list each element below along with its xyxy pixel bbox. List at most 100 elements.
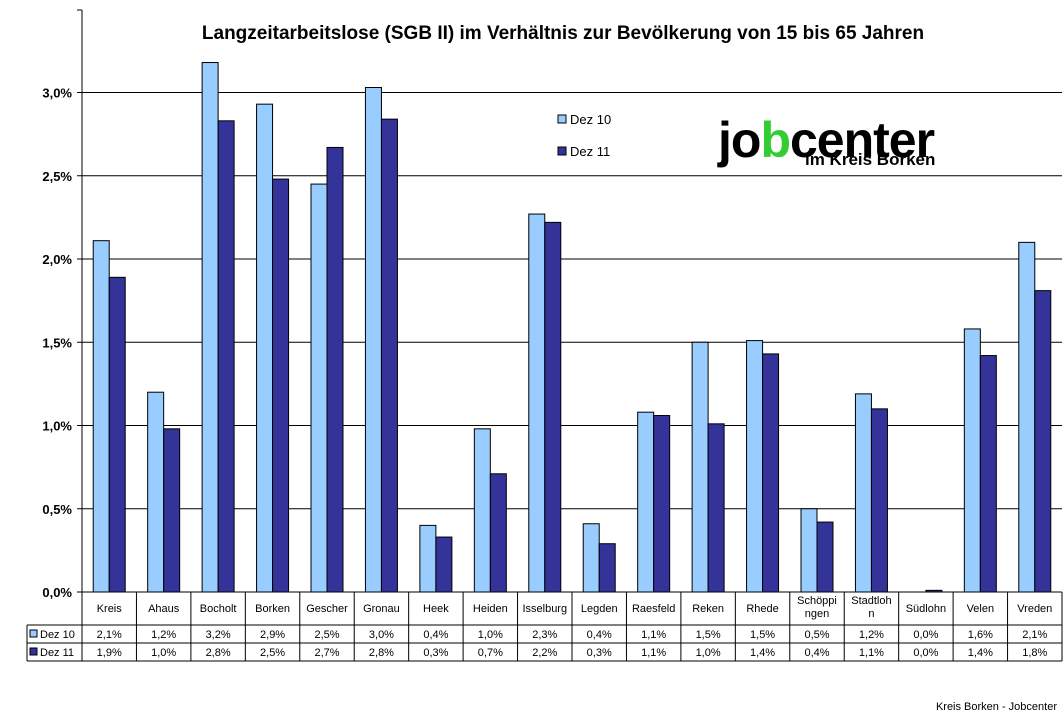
table-cell: 2,7%	[314, 647, 339, 659]
table-cell: 1,8%	[1022, 647, 1047, 659]
table-cell: 2,3%	[532, 629, 557, 641]
category-label: ngen	[805, 608, 829, 620]
bar-dez-11-raesfeld	[653, 415, 671, 593]
category-label: Vreden	[1017, 603, 1052, 615]
category-label: Gescher	[306, 603, 348, 615]
category-label: Südlohn	[906, 603, 946, 615]
table-cell: 0,7%	[478, 647, 503, 659]
table-cell: 1,6%	[968, 629, 993, 641]
table-cell: 1,5%	[696, 629, 721, 641]
category-label: n	[868, 608, 874, 620]
category-label: Borken	[255, 603, 290, 615]
table-series-name: Dez 10	[40, 629, 75, 641]
bars	[92, 62, 1052, 593]
bar-dez-10-kreis	[92, 240, 110, 593]
logo-text-jo: jo	[717, 112, 760, 168]
table-cell: 1,2%	[151, 629, 176, 641]
category-label: Stadtloh	[851, 595, 891, 607]
table-cell: 0,3%	[423, 647, 448, 659]
category-label: Raesfeld	[632, 603, 675, 615]
bar-dez-11-isselburg	[544, 221, 562, 593]
table-cell: 1,4%	[750, 647, 775, 659]
bar-dez-11-legden	[598, 543, 616, 593]
table-cell: 2,5%	[260, 647, 285, 659]
bar-dez-10-gescher	[310, 183, 328, 593]
bar-dez-11-gronau	[380, 118, 398, 593]
bar-dez-10-isselburg	[528, 213, 546, 593]
category-label: Schöppi	[797, 595, 837, 607]
table-cell: 1,0%	[151, 647, 176, 659]
bar-dez-11-vreden	[1034, 290, 1052, 593]
category-label: Heek	[423, 603, 449, 615]
legend: Dez 10 Dez 11	[557, 112, 611, 159]
category-label: Rhede	[746, 603, 778, 615]
y-tick-label: 3,0%	[42, 86, 72, 101]
grid-lines	[82, 92, 1062, 510]
table-series-key	[29, 647, 38, 656]
bar-dez-10-borken	[256, 103, 274, 593]
table-cell: 2,8%	[206, 647, 231, 659]
table-cell: 1,4%	[968, 647, 993, 659]
y-tick-label: 0,5%	[42, 502, 72, 517]
bar-dez-10-rhede	[746, 340, 764, 593]
table-cell: 0,4%	[587, 629, 612, 641]
table-cell: 3,0%	[369, 629, 394, 641]
table-cell: 0,5%	[804, 629, 829, 641]
table-series-key	[29, 629, 38, 638]
bar-dez-10-gronau	[364, 87, 382, 593]
y-tick-label: 1,0%	[42, 419, 72, 434]
bar-dez-10-velen	[963, 328, 981, 593]
table-cell: 2,5%	[314, 629, 339, 641]
bar-dez-11-ahaus	[163, 428, 181, 593]
bar-dez-11-bocholt	[217, 120, 235, 593]
bar-dez-10-ahaus	[147, 391, 165, 593]
legend-swatch	[557, 146, 567, 156]
bar-dez-11-heiden	[489, 473, 507, 593]
bar-dez-11-velen	[979, 355, 997, 593]
bar-dez-11-borken	[272, 178, 290, 593]
chart-title: Langzeitarbeitslose (SGB II) im Verhältn…	[202, 23, 924, 44]
y-tick-label: 0,0%	[42, 585, 72, 600]
logo-text-b: b	[760, 112, 790, 168]
logo-text-center: center	[790, 112, 935, 168]
bar-dez-10-heek	[419, 524, 437, 593]
table-cell: 0,4%	[423, 629, 448, 641]
table-cell: 3,2%	[206, 629, 231, 641]
category-label: Gronau	[363, 603, 400, 615]
bar-dez-10-legden	[582, 523, 600, 593]
table-cell: 2,9%	[260, 629, 285, 641]
table-cell: 2,8%	[369, 647, 394, 659]
legend-swatch	[557, 114, 567, 124]
bar-dez-11-kreis	[108, 276, 126, 593]
category-label: Kreis	[97, 603, 123, 615]
logo-subtitle: im Kreis Borken	[805, 150, 935, 169]
bar-dez-10-reken	[691, 341, 709, 593]
bar-dez-10-heiden	[473, 428, 491, 593]
table-series-name: Dez 11	[40, 647, 74, 659]
table-cell: 1,1%	[641, 629, 666, 641]
category-label: Velen	[967, 603, 995, 615]
bar-dez-10-stadtlohn	[854, 393, 872, 593]
y-tick-label: 2,0%	[42, 252, 72, 267]
table-cell: 0,3%	[587, 647, 612, 659]
bar-dez-10-raesfeld	[637, 411, 655, 593]
category-label: Isselburg	[522, 603, 567, 615]
svg-text:jobcenter: jobcenter	[717, 112, 935, 168]
bar-dez-10-schöppingen	[800, 508, 818, 593]
category-label: Bocholt	[200, 603, 237, 615]
legend-label: Dez 10	[570, 112, 611, 127]
table-cell: 0,0%	[913, 629, 938, 641]
data-table: Kreis Ahaus Bocholt Borken Gescher Gronau Heek…	[26, 592, 1063, 662]
category-label: Reken	[692, 603, 724, 615]
table-cell: 0,4%	[804, 647, 829, 659]
bar-dez-10-vreden	[1018, 241, 1036, 593]
bar-dez-11-heek	[435, 536, 453, 593]
footer-text: Kreis Borken - Jobcenter	[936, 701, 1057, 713]
table-cell: 1,0%	[478, 629, 503, 641]
table-cell: 1,1%	[641, 647, 666, 659]
bar-dez-10-bocholt	[201, 62, 219, 593]
bar-dez-11-rhede	[762, 353, 780, 593]
y-tick-label: 2,5%	[42, 169, 72, 184]
table-cell: 1,9%	[97, 647, 122, 659]
